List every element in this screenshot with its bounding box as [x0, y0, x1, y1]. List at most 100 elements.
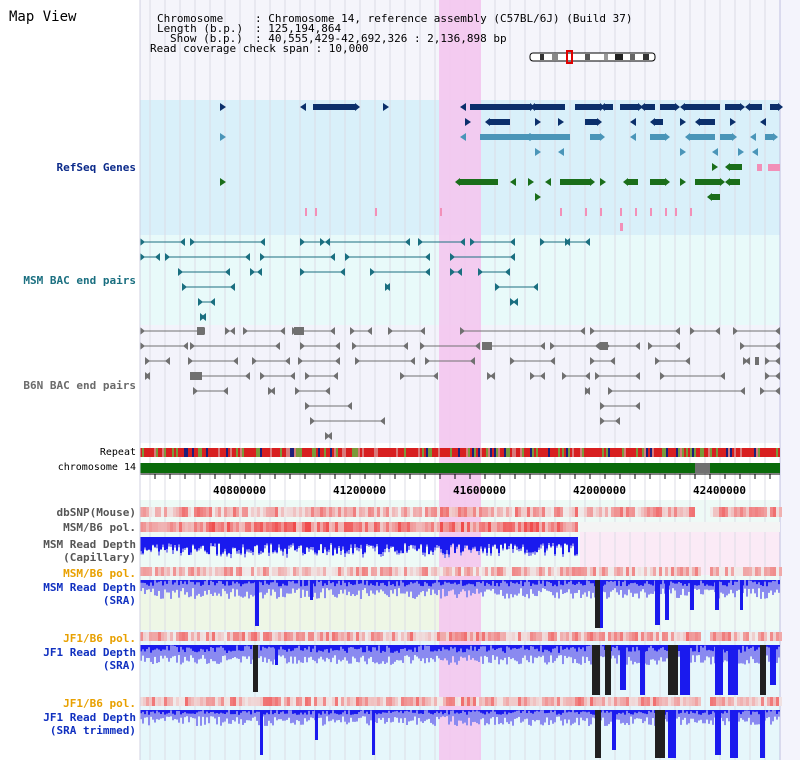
track-label-msm-bac[interactable]: MSM BAC end pairs [23, 274, 136, 287]
depth-bar [404, 710, 406, 718]
depth-bar-capillary [310, 537, 312, 548]
depth-bar [174, 580, 176, 593]
depth-bar-capillary-light [456, 546, 458, 549]
track-label-jf1-pol-2[interactable]: JF1/B6 pol. [63, 697, 136, 710]
polymorphism-heat-cell [533, 507, 536, 517]
depth-bar-capillary [464, 537, 466, 546]
polymorphism-heat-cell [473, 567, 476, 576]
depth-bar-dark [382, 710, 384, 713]
depth-bar-dark [234, 645, 236, 651]
track-label-msm-sra-1[interactable]: MSM Read Depth [43, 581, 136, 594]
track-label-jf1-pol[interactable]: JF1/B6 pol. [63, 632, 136, 645]
ideogram-band [552, 54, 558, 60]
polymorphism-heat-cell [425, 632, 428, 641]
depth-bar [204, 710, 206, 725]
depth-bar-dark [352, 710, 354, 715]
depth-bar-dark [190, 645, 192, 649]
gene-arrow [355, 103, 360, 111]
track-label-b6n-bac[interactable]: B6N BAC end pairs [23, 379, 136, 392]
depth-bar-capillary-light [540, 544, 542, 549]
depth-bar-capillary [562, 537, 564, 555]
depth-bar-dark [618, 645, 620, 651]
depth-bar-capillary-light [492, 545, 494, 548]
gene-arrow [695, 118, 700, 126]
depth-bar-dark [350, 645, 352, 648]
polymorphism-heat-cell [671, 507, 674, 517]
track-label-jf1-sra-1[interactable]: JF1 Read Depth [43, 646, 136, 659]
polymorphism-heat-cell [203, 567, 206, 576]
depth-bar-dark [312, 710, 314, 712]
depth-bar [742, 645, 744, 664]
depth-bar-dark [304, 710, 306, 713]
repeat-segment [448, 448, 450, 457]
gene-arrow [740, 103, 745, 111]
gene-arrow [510, 178, 516, 186]
depth-bar [376, 580, 378, 591]
depth-bar-capillary [476, 537, 478, 552]
polymorphism-heat-cell [515, 697, 518, 706]
depth-bar-dark [418, 645, 420, 647]
depth-bar-dark [432, 710, 434, 715]
track-label-msm-depth-cap-1[interactable]: MSM Read Depth [43, 538, 136, 551]
polymorphism-heat-cell [251, 632, 254, 641]
repeat-segment [360, 448, 362, 457]
depth-bar [156, 580, 158, 596]
repeat-segment [720, 448, 722, 457]
bac-end-arrow [257, 268, 262, 276]
repeat-segment [540, 448, 542, 457]
depth-bar [332, 580, 334, 595]
depth-bar-dark [322, 580, 324, 586]
polymorphism-heat-cell [332, 632, 335, 641]
depth-bar [450, 710, 452, 722]
depth-bar-dark [270, 645, 272, 648]
repeat-segment [216, 448, 218, 457]
depth-bar-capillary-light [342, 546, 344, 550]
track-label-dbsnp[interactable]: dbSNP(Mouse) [56, 506, 136, 519]
polymorphism-heat-cell [536, 507, 539, 517]
depth-bar [346, 645, 348, 661]
polymorphism-heat-cell [611, 632, 614, 641]
polymorphism-heat-cell [626, 567, 629, 576]
depth-bar [570, 645, 572, 658]
depth-bar [528, 645, 530, 663]
depth-bar [338, 580, 340, 595]
polymorphism-heat-cell [272, 567, 275, 576]
depth-bar-capillary-light [232, 547, 234, 549]
repeat-segment [770, 448, 772, 457]
polymorphism-heat-cell [491, 632, 494, 641]
polymorphism-heat-cell [647, 632, 650, 641]
depth-bar-capillary-light [324, 547, 326, 550]
bac-end-arrow [675, 327, 680, 335]
depth-bar-capillary-light [172, 550, 174, 555]
track-label-msm-pol[interactable]: MSM/B6 pol. [63, 521, 136, 534]
bac-end-arrow [345, 253, 350, 261]
polymorphism-heat-cell [248, 567, 251, 576]
track-label-msm-pol-2[interactable]: MSM/B6 pol. [63, 567, 136, 580]
depth-bar-dark [296, 710, 298, 715]
bac-end-arrow [325, 387, 330, 395]
repeat-segment [418, 448, 420, 457]
depth-bar [752, 580, 754, 589]
depth-bar-dark [484, 710, 486, 715]
polymorphism-heat-cell [164, 522, 167, 532]
depth-bar [192, 710, 194, 719]
depth-bar [492, 580, 494, 589]
polymorphism-heat-cell [374, 567, 377, 576]
depth-bar [468, 645, 470, 656]
depth-bar-dark [636, 580, 638, 585]
track-label-jf1-trim-1[interactable]: JF1 Read Depth [43, 711, 136, 724]
repeat-segment [460, 448, 462, 457]
polymorphism-heat-cell [230, 522, 233, 532]
polymorphism-heat-cell [479, 522, 482, 532]
repeat-segment [400, 448, 402, 457]
polymorphism-heat-cell [341, 507, 344, 517]
depth-bar-dark [514, 580, 516, 584]
polymorphism-heat-cell [560, 507, 563, 517]
depth-bar-dark [166, 710, 168, 714]
track-label-refseq[interactable]: RefSeq Genes [56, 161, 136, 174]
polymorphism-heat-cell [419, 507, 422, 517]
depth-bar-dark [740, 710, 742, 715]
depth-bar [744, 580, 746, 589]
polymorphism-heat-cell [251, 507, 254, 517]
